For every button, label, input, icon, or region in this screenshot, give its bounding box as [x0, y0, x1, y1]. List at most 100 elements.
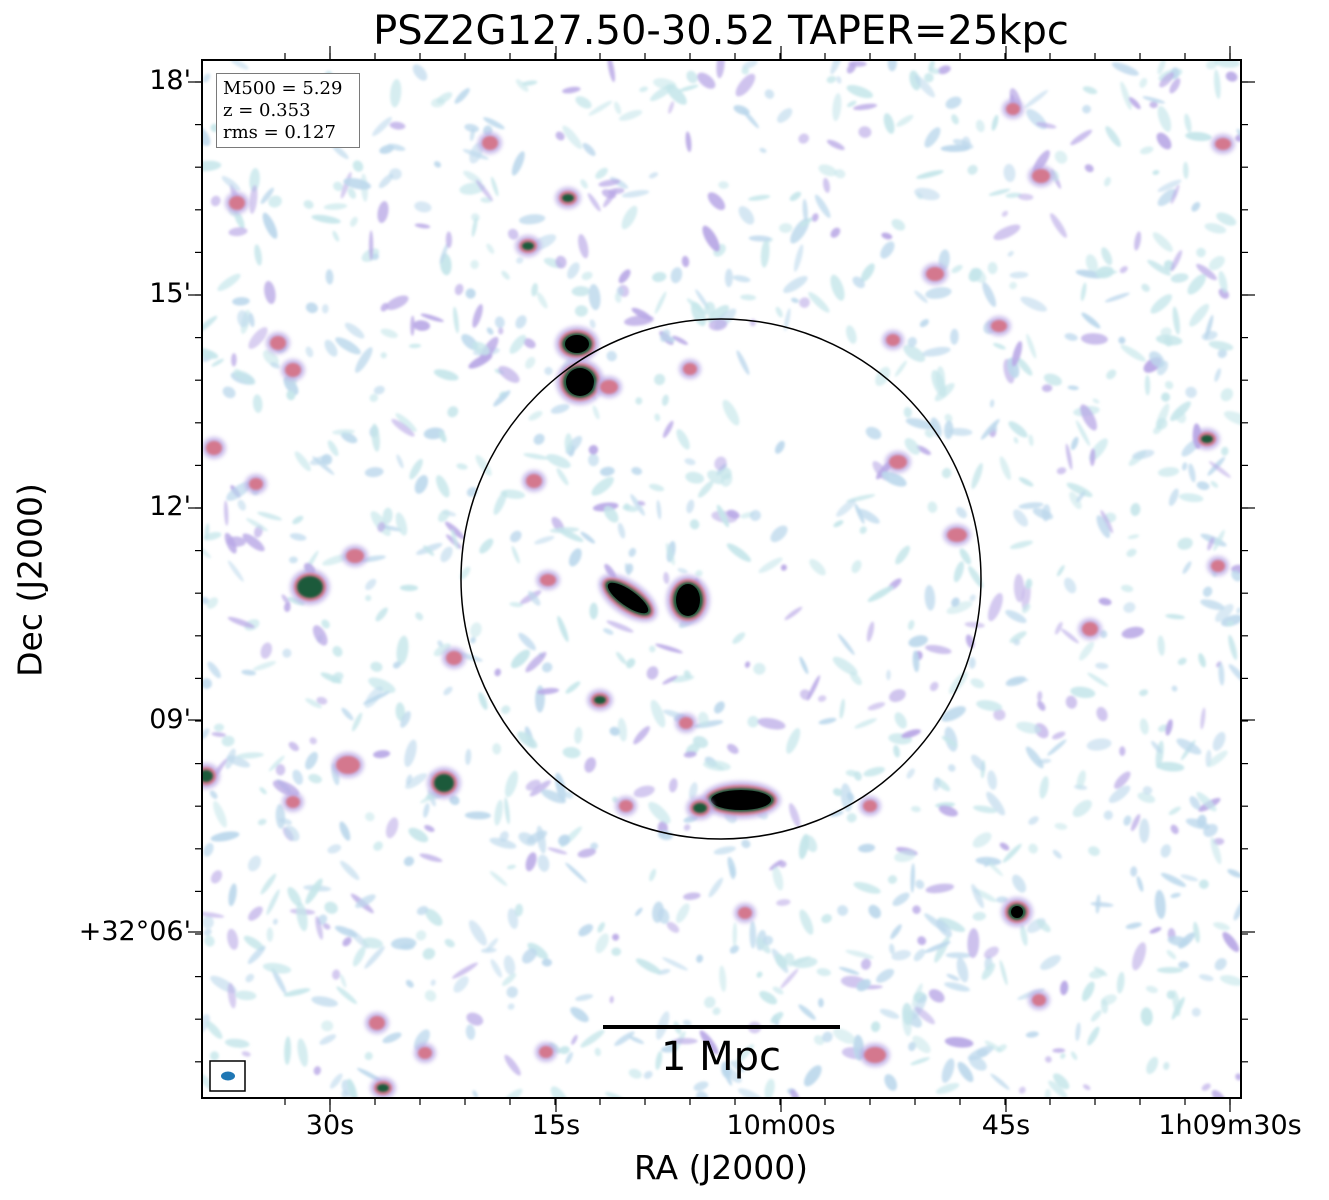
- x-tick-label: 45s: [981, 1110, 1031, 1141]
- noise-speck: [859, 526, 867, 534]
- radio-source: [859, 796, 881, 816]
- noise-speck: [682, 1019, 692, 1027]
- noise-speck: [1121, 626, 1145, 639]
- noise-speck: [1025, 1031, 1039, 1038]
- noise-speck: [1182, 161, 1189, 179]
- noise-speck: [438, 509, 450, 523]
- noise-speck: [799, 217, 813, 227]
- radio-source: [414, 1043, 436, 1063]
- noise-speck: [930, 417, 942, 438]
- noise-speck: [1028, 843, 1038, 854]
- noise-speck: [445, 521, 465, 540]
- noise-speck: [928, 989, 945, 1003]
- noise-speck: [729, 945, 740, 954]
- noise-speck: [599, 466, 615, 477]
- noise-speck: [465, 288, 476, 299]
- radio-source: [734, 903, 756, 923]
- radio-source: [596, 376, 622, 398]
- noise-speck: [976, 1048, 989, 1058]
- noise-speck: [557, 615, 569, 642]
- noise-speck: [799, 656, 809, 675]
- noise-speck: [858, 843, 876, 853]
- noise-speck: [547, 847, 568, 855]
- noise-speck: [203, 842, 214, 857]
- noise-speck: [905, 418, 935, 430]
- noise-speck: [809, 559, 826, 576]
- noise-speck: [712, 1007, 721, 1016]
- noise-speck: [536, 687, 560, 695]
- noise-speck: [1196, 247, 1206, 258]
- noise-speck: [235, 370, 256, 385]
- y-axis-label: Dec (J2000): [10, 483, 50, 677]
- noise-speck: [775, 440, 785, 454]
- noise-speck: [230, 60, 249, 70]
- noise-speck: [928, 60, 935, 72]
- noise-speck: [472, 1090, 478, 1098]
- noise-speck: [637, 500, 646, 506]
- noise-speck: [515, 315, 527, 329]
- noise-speck: [423, 803, 430, 818]
- noise-speck: [395, 413, 417, 432]
- noise-speck: [931, 370, 947, 397]
- noise-speck: [1170, 250, 1183, 272]
- noise-speck: [749, 510, 761, 521]
- noise-speck: [389, 121, 406, 130]
- noise-speck: [210, 195, 221, 207]
- noise-speck: [1123, 602, 1136, 613]
- noise-speck: [247, 855, 262, 872]
- noise-speck: [798, 133, 810, 144]
- noise-speck: [415, 612, 424, 621]
- noise-speck: [1202, 586, 1213, 597]
- noise-speck: [1156, 967, 1184, 974]
- noise-speck: [646, 666, 659, 680]
- noise-speck: [892, 892, 910, 907]
- noise-speck: [423, 545, 435, 556]
- noise-speck: [1151, 740, 1162, 754]
- noise-speck: [867, 702, 886, 711]
- noise-speck: [822, 177, 831, 193]
- noise-speck: [614, 101, 622, 115]
- noise-speck: [1081, 312, 1101, 329]
- noise-speck: [693, 1081, 709, 1091]
- noise-speck: [1021, 603, 1031, 614]
- noise-speck: [695, 570, 703, 577]
- noise-speck: [937, 917, 966, 933]
- radio-source: [1207, 556, 1229, 576]
- noise-speck: [1076, 770, 1086, 789]
- noise-speck: [1154, 889, 1166, 919]
- noise-speck: [973, 805, 997, 814]
- noise-speck: [248, 327, 268, 349]
- radio-source: [202, 763, 220, 789]
- noise-speck: [798, 1004, 816, 1020]
- noise-speck: [311, 996, 338, 1007]
- noise-speck: [1227, 869, 1241, 878]
- noise-speck: [564, 433, 573, 453]
- noise-speck: [571, 1034, 578, 1045]
- noise-speck: [830, 227, 841, 238]
- noise-speck: [507, 1003, 515, 1010]
- noise-speck: [311, 214, 341, 224]
- noise-speck: [347, 187, 357, 199]
- noise-speck: [1216, 212, 1237, 226]
- noise-speck: [327, 844, 342, 854]
- noise-speck: [227, 982, 237, 1009]
- noise-speck: [648, 172, 659, 179]
- noise-speck: [213, 800, 227, 828]
- noise-speck: [396, 454, 404, 469]
- noise-speck: [1198, 974, 1214, 982]
- noise-speck: [833, 1028, 856, 1044]
- noise-speck: [260, 642, 273, 659]
- noise-speck: [863, 766, 885, 777]
- noise-speck: [264, 280, 276, 305]
- noise-speck: [811, 213, 819, 222]
- noise-speck: [1037, 700, 1046, 711]
- noise-speck: [430, 979, 436, 986]
- noise-speck: [371, 253, 380, 261]
- noise-speck: [296, 901, 308, 932]
- noise-speck: [1157, 105, 1172, 132]
- noise-speck: [268, 755, 285, 772]
- noise-speck: [904, 438, 920, 455]
- noise-speck: [628, 1068, 642, 1079]
- noise-speck: [911, 983, 923, 1008]
